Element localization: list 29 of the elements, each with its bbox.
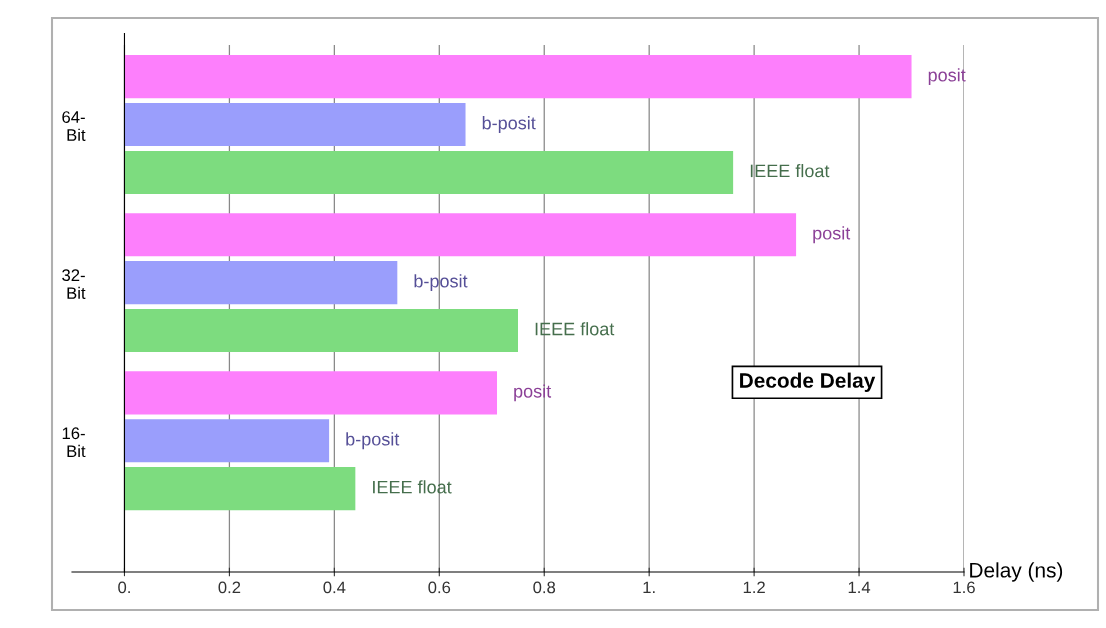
- x-axis-title: Delay (ns): [970, 562, 1063, 582]
- y-tick-label: 32- Bit: [62, 269, 86, 299]
- x-tick-label: 0.4: [323, 581, 346, 594]
- x-tick-label: 0.2: [218, 581, 241, 594]
- bar: [124, 213, 797, 257]
- bar: [124, 308, 518, 353]
- x-tick-label: 1.6: [953, 581, 975, 594]
- y-tick-label: 16- Bit: [62, 427, 86, 458]
- x-tick-label: 1.4: [848, 581, 871, 594]
- bar: [124, 55, 912, 99]
- x-tick-label: 0.6: [428, 581, 451, 594]
- bar: [124, 419, 330, 463]
- text: posit: [813, 226, 851, 244]
- x-tick-label: 0.8: [533, 581, 556, 594]
- x-tick-label: 1.: [643, 581, 655, 594]
- x-tick-label: 1.2: [743, 581, 765, 594]
- text: posit: [514, 384, 552, 402]
- bar: [124, 371, 498, 415]
- annotation: Decode Delay: [740, 372, 876, 392]
- series-label: posit: [928, 68, 966, 86]
- bar: [124, 102, 466, 147]
- series-label: IEEE float: [750, 164, 830, 178]
- bar: [124, 261, 398, 305]
- series-label: b-posit: [346, 432, 400, 450]
- bar: [124, 150, 734, 194]
- x-tick-label: 0.: [118, 581, 130, 594]
- bar: [124, 467, 356, 511]
- y-tick-label: 64- Bit: [62, 111, 86, 141]
- text: b-posit: [482, 116, 536, 133]
